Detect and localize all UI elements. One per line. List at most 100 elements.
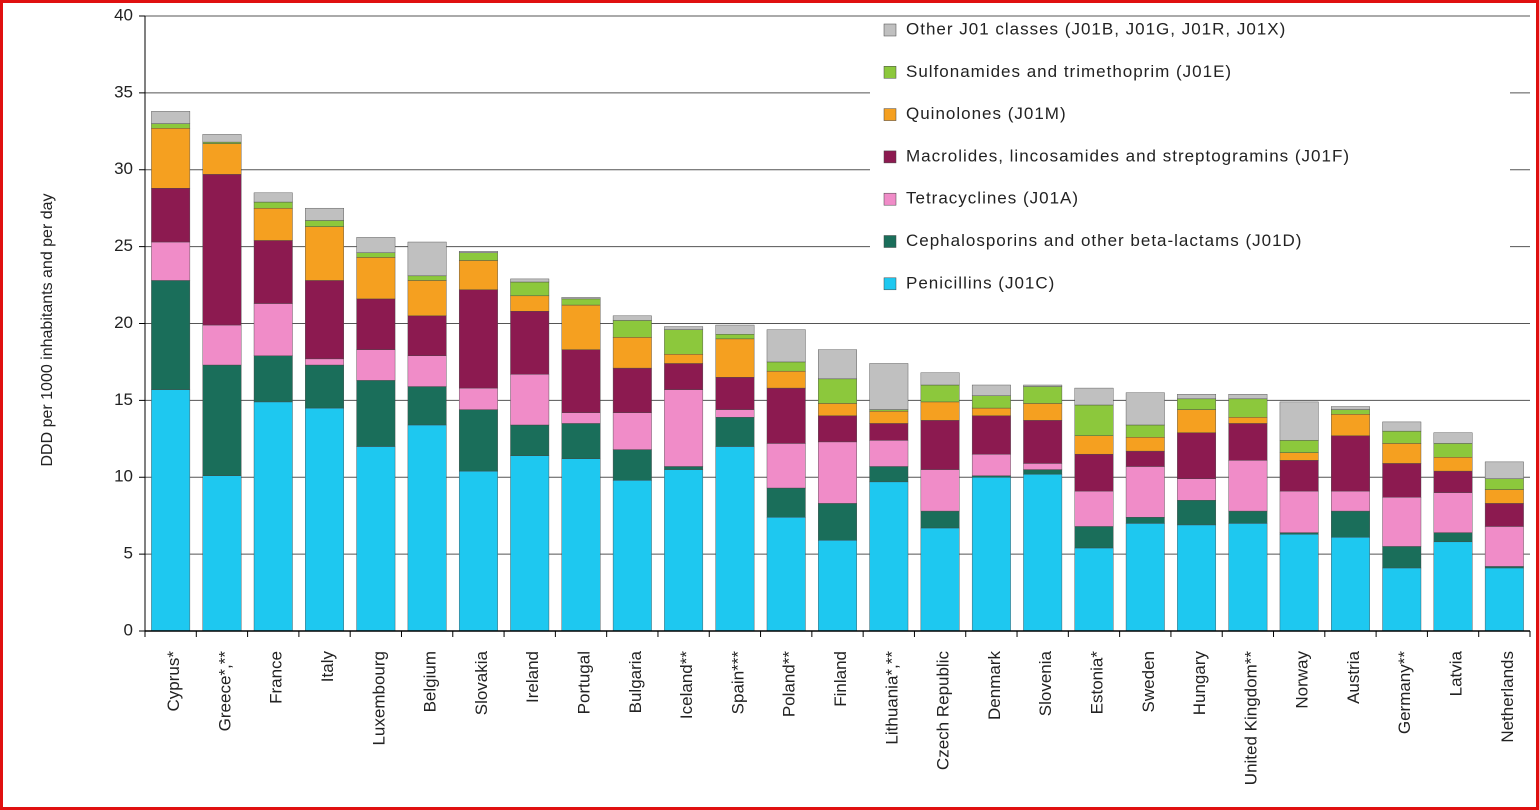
bar-segment: [253, 207, 293, 241]
bar-segment: [1177, 409, 1217, 433]
bar-segment: [1331, 414, 1370, 436]
bar-segment: [920, 384, 960, 403]
bar-segment: [920, 510, 960, 529]
bar-segment: [612, 367, 652, 413]
bar-segment: [869, 363, 909, 410]
bar-segment: [202, 174, 242, 326]
bar-segment: [1382, 443, 1422, 464]
bar-segment: [151, 389, 191, 632]
y-tick-label: 30: [114, 159, 133, 178]
bar-segment: [971, 453, 1011, 476]
bar-segment: [561, 458, 601, 632]
bar-segment: [766, 517, 806, 632]
x-tick-label: Latvia: [1447, 650, 1466, 696]
y-tick-label: 5: [124, 544, 133, 563]
bar-segment: [1382, 497, 1422, 547]
bar-segment: [356, 257, 396, 300]
bar-segment: [202, 364, 242, 476]
bar-segment: [1125, 392, 1165, 426]
y-tick-label: 20: [114, 313, 133, 332]
bar-segment: [356, 380, 396, 447]
bar-segment: [356, 349, 396, 381]
x-tick-label: Luxembourg: [369, 651, 388, 746]
y-tick-label: 25: [114, 236, 133, 255]
bar-segment: [715, 334, 755, 340]
bar-segment: [1484, 503, 1524, 527]
bar-segment: [458, 409, 498, 472]
bar-segment: [1279, 532, 1319, 535]
bar-segment: [1074, 490, 1114, 527]
legend-swatch: [883, 108, 897, 121]
bar-segment: [1279, 490, 1319, 533]
bar-segment: [1484, 567, 1524, 632]
legend-swatch: [883, 192, 897, 206]
bar-segment: [407, 424, 447, 632]
bar-segment: [458, 260, 498, 290]
bar-segment: [971, 395, 1011, 409]
bar-segment: [1331, 490, 1370, 512]
bar-segment: [151, 123, 191, 129]
bar-segment: [920, 527, 960, 632]
bar-segment: [818, 378, 857, 404]
legend-label: Macrolides, lincosamides and streptogram…: [906, 146, 1350, 165]
x-tick-label: Slovenia: [1036, 650, 1055, 716]
bar-segment: [766, 370, 806, 389]
bar-segment: [1023, 403, 1063, 421]
bar-segment: [1023, 469, 1063, 475]
bar-segment: [869, 410, 909, 424]
bar-segment: [920, 420, 960, 470]
bar-segment: [1177, 394, 1217, 400]
bar-segment: [1228, 523, 1268, 632]
bar-segment: [612, 449, 652, 481]
bar-segment: [818, 403, 857, 416]
bar-segment: [971, 384, 1011, 396]
bar-segment: [305, 364, 344, 409]
bar-segment: [305, 220, 344, 227]
bar-segment: [869, 409, 909, 412]
bar-segment: [305, 407, 344, 632]
x-tick-label: Lithuania*,**: [882, 651, 901, 745]
bar-segment: [561, 349, 601, 413]
x-tick-label: Estonia*: [1087, 651, 1106, 715]
bar-segment: [458, 289, 498, 389]
bar-segment: [356, 252, 396, 258]
bar-segment: [1382, 463, 1422, 498]
x-tick-label: Netherlands: [1498, 651, 1517, 743]
bar-segment: [971, 475, 1011, 478]
bar-segment: [510, 278, 550, 283]
bar-segment: [766, 443, 806, 489]
bar-segment: [1074, 435, 1114, 455]
bar-segment: [253, 192, 293, 203]
y-tick-label: 15: [114, 390, 133, 409]
bar-segment: [1023, 384, 1063, 387]
bar-segment: [818, 503, 857, 541]
x-tick-label: Germany**: [1395, 651, 1414, 735]
x-tick-label: Belgium: [421, 651, 440, 712]
bar-segment: [920, 372, 960, 386]
bar-segment: [1331, 406, 1370, 410]
bar-segment: [561, 304, 601, 350]
bar-segment: [253, 201, 293, 209]
bar-segment: [151, 111, 191, 124]
x-tick-label: Bulgaria: [626, 650, 645, 713]
bar-segment: [664, 363, 704, 390]
bar-segment: [1125, 523, 1165, 632]
bar-segment: [1023, 386, 1063, 404]
bar-segment: [715, 324, 755, 335]
bar-segment: [202, 134, 242, 143]
x-tick-label: France: [267, 651, 286, 704]
bar-segment: [1177, 500, 1217, 526]
bar-segment: [1228, 460, 1268, 512]
bar-segment: [1074, 404, 1114, 436]
bar-segment: [356, 298, 396, 350]
x-tick-label: Czech Republic: [934, 651, 953, 771]
legend-swatch: [883, 23, 897, 37]
bar-segment: [253, 401, 293, 632]
bar-segment: [766, 361, 806, 372]
bar-segment: [1177, 478, 1217, 501]
x-tick-label: Italy: [318, 651, 337, 683]
x-tick-label: Greece*,**: [215, 651, 234, 732]
bar-segment: [305, 207, 344, 221]
bar-segment: [1433, 541, 1473, 632]
bar-segment: [664, 466, 704, 470]
